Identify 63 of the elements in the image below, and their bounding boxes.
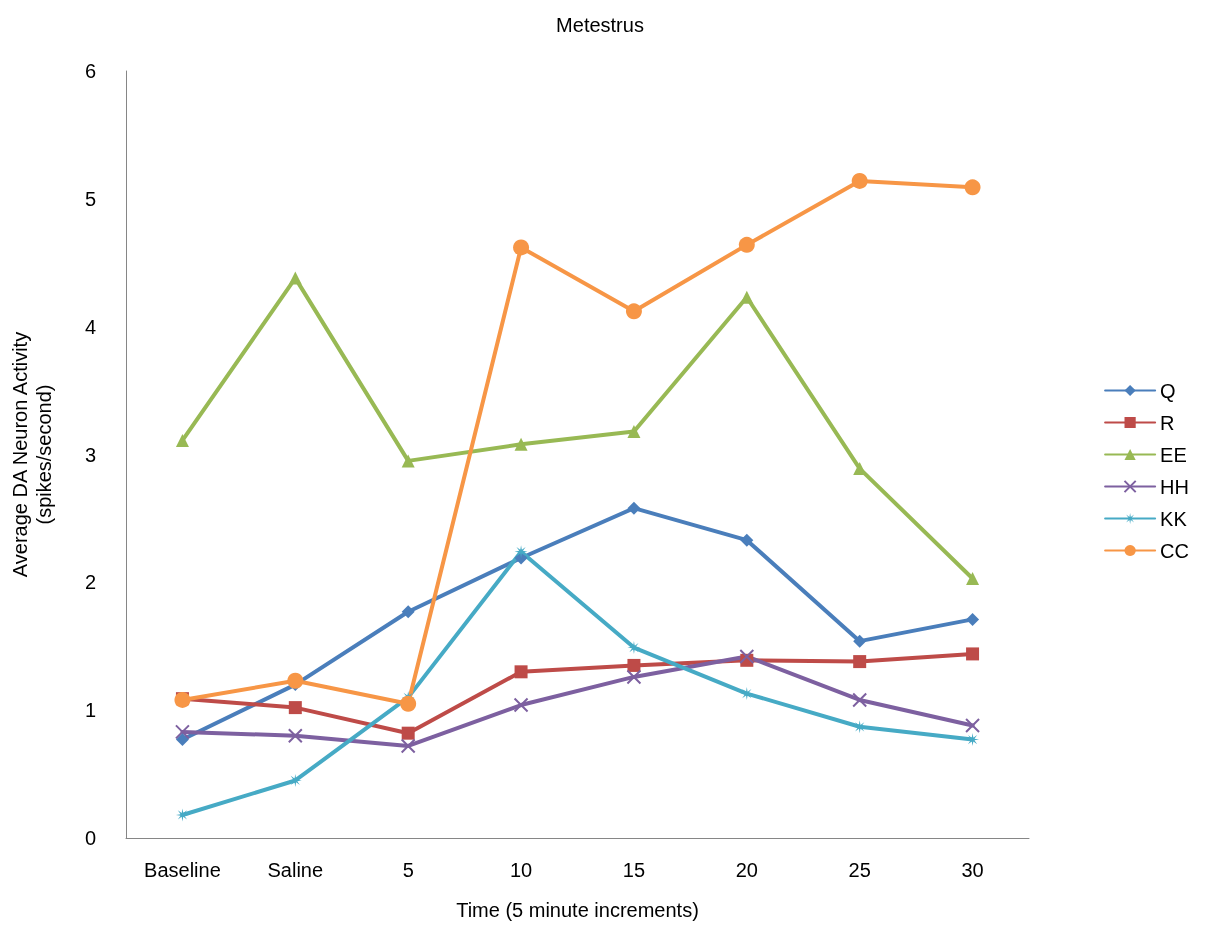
point bbox=[853, 720, 867, 734]
y-tick-label: 4 bbox=[84, 315, 96, 338]
point bbox=[738, 236, 755, 253]
point bbox=[853, 634, 867, 648]
legend-label: HH bbox=[1160, 475, 1189, 498]
point bbox=[514, 545, 528, 559]
legend-label: CC bbox=[1160, 539, 1189, 562]
point bbox=[851, 172, 868, 189]
point bbox=[964, 179, 981, 196]
x-tick-label: Saline bbox=[267, 859, 324, 881]
point bbox=[740, 533, 754, 547]
x-tick-label: 20 bbox=[735, 859, 758, 881]
point bbox=[400, 695, 417, 712]
point bbox=[287, 728, 303, 744]
point bbox=[740, 687, 754, 701]
point bbox=[175, 433, 189, 447]
x-tick-label: Baseline bbox=[144, 859, 221, 881]
point bbox=[400, 738, 416, 754]
y-tick-label: 6 bbox=[84, 60, 96, 82]
point bbox=[288, 271, 302, 285]
x-tick-label: 30 bbox=[961, 859, 984, 881]
x-tick-label: 10 bbox=[509, 859, 533, 881]
point bbox=[288, 701, 302, 715]
chart-title: Metestrus bbox=[556, 14, 644, 36]
x-tick-label: 15 bbox=[622, 859, 646, 881]
y-axis-title: Average DA Neuron Activity (spikes/second) bbox=[9, 331, 55, 578]
y-tick-label: 3 bbox=[84, 443, 96, 466]
legend-label: R bbox=[1160, 411, 1175, 434]
point bbox=[513, 697, 529, 713]
y-tick-label: 2 bbox=[84, 571, 96, 594]
point bbox=[966, 647, 980, 661]
point bbox=[401, 605, 415, 619]
y-tick-label: 0 bbox=[84, 827, 96, 849]
point bbox=[852, 692, 868, 708]
point bbox=[401, 454, 415, 468]
legend-label: Q bbox=[1160, 379, 1176, 402]
x-tick-label: 25 bbox=[848, 859, 871, 881]
point bbox=[625, 303, 642, 320]
point bbox=[626, 669, 642, 685]
point bbox=[287, 672, 304, 689]
point bbox=[853, 655, 867, 669]
legend-label: EE bbox=[1160, 443, 1187, 466]
x-axis-title: Time (5 minute increments) bbox=[456, 899, 699, 921]
y-tick-label: 5 bbox=[84, 187, 96, 210]
point bbox=[740, 290, 754, 304]
point bbox=[174, 724, 190, 740]
point bbox=[514, 437, 528, 451]
point bbox=[401, 726, 415, 740]
point bbox=[965, 718, 981, 734]
point bbox=[966, 612, 980, 626]
point bbox=[739, 648, 755, 664]
point bbox=[627, 501, 641, 515]
point bbox=[513, 239, 530, 256]
point bbox=[966, 733, 980, 747]
point bbox=[175, 733, 189, 747]
legend-label: KK bbox=[1160, 507, 1188, 530]
point bbox=[288, 773, 302, 787]
y-tick-label: 1 bbox=[84, 699, 96, 722]
x-tick-label: 5 bbox=[402, 859, 414, 881]
point bbox=[627, 658, 641, 672]
point bbox=[514, 665, 528, 679]
point bbox=[966, 572, 980, 585]
point bbox=[627, 424, 641, 438]
